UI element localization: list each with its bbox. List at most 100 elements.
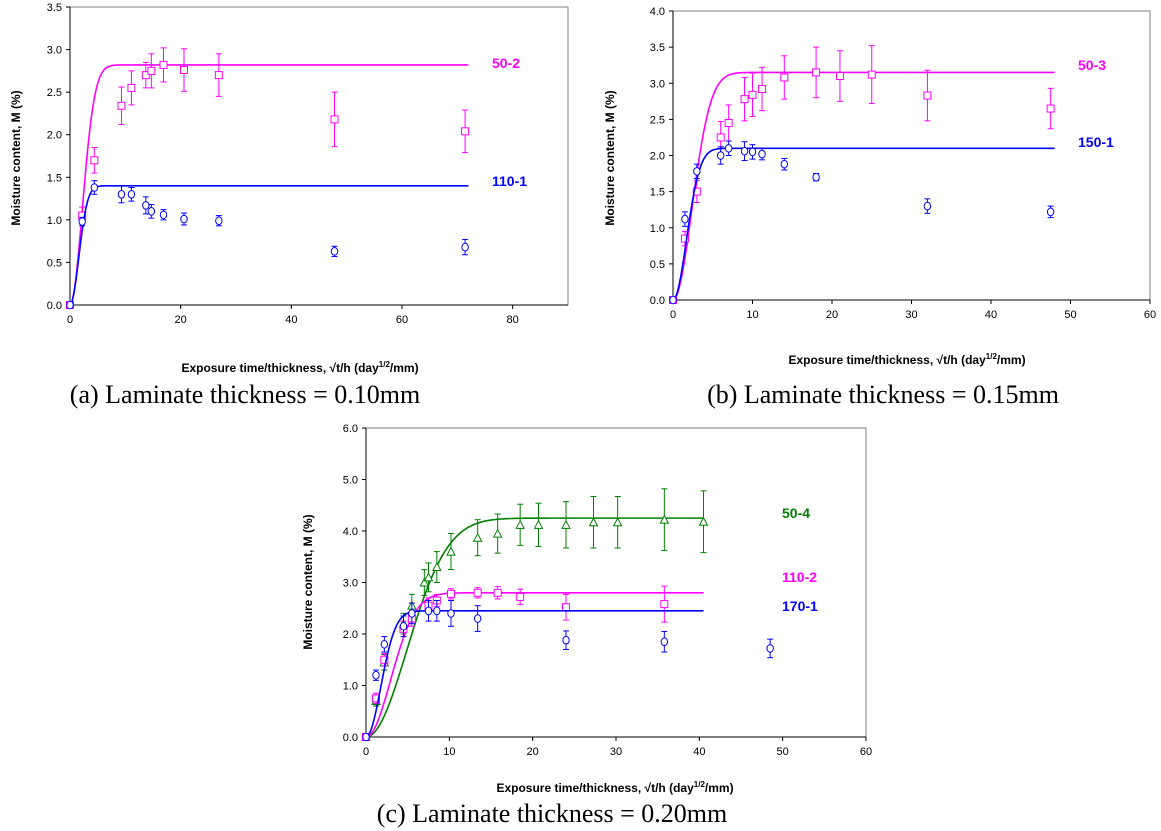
y-tick-label: 3.5 xyxy=(47,2,62,14)
x-tick-label: 20 xyxy=(527,746,539,758)
x-tick-label: 30 xyxy=(905,309,917,321)
series-label: 110-1 xyxy=(492,173,527,189)
data-point xyxy=(740,146,749,156)
data-point xyxy=(692,187,701,196)
series-150-1: 150-1 xyxy=(669,134,1114,305)
data-point xyxy=(461,127,470,136)
data-point xyxy=(127,190,136,199)
data-point xyxy=(117,190,126,199)
data-point xyxy=(362,732,370,742)
y-tick-label: 0.5 xyxy=(47,257,62,269)
y-tick-label: 1.0 xyxy=(650,223,665,235)
data-point xyxy=(147,66,156,75)
data-point xyxy=(669,295,677,305)
x-tick-label: 0 xyxy=(670,309,676,321)
data-point xyxy=(758,85,767,94)
y-tick-label: 0.0 xyxy=(47,300,62,312)
fit-line-170-1 xyxy=(365,610,704,738)
data-point xyxy=(432,561,442,572)
data-point xyxy=(698,516,709,526)
x-tick-label: 40 xyxy=(693,746,705,758)
series-label: 50-2 xyxy=(492,55,520,71)
y-tick-label: 0.0 xyxy=(343,732,358,744)
y-tick-label: 2.0 xyxy=(47,130,62,142)
data-point xyxy=(142,201,150,210)
x-axis-label-b: Exposure time/thickness, √t/h (day1/2/mm… xyxy=(788,352,1025,367)
data-point xyxy=(660,637,669,647)
data-point xyxy=(473,588,482,597)
data-point xyxy=(461,242,469,252)
data-point xyxy=(141,71,150,80)
data-point xyxy=(780,159,788,169)
data-point xyxy=(1046,104,1055,113)
x-axis-label-a: Exposure time/thickness, √t/h (day1/2/mm… xyxy=(181,360,418,375)
x-tick-label: 60 xyxy=(1144,309,1156,321)
x-tick-label: 60 xyxy=(396,314,408,326)
x-tick-label: 30 xyxy=(610,746,622,758)
data-point xyxy=(562,603,570,612)
data-point xyxy=(372,670,380,680)
x-tick-label: 50 xyxy=(777,746,789,758)
data-point xyxy=(472,532,483,542)
x-tick-label: 20 xyxy=(175,314,187,326)
data-point xyxy=(423,572,434,582)
fit-line-110-2 xyxy=(365,592,704,738)
data-point xyxy=(424,606,433,616)
x-tick-label: 80 xyxy=(507,314,519,326)
data-point xyxy=(215,216,223,226)
data-point xyxy=(724,143,733,153)
data-point xyxy=(433,606,441,616)
data-point xyxy=(408,609,416,618)
data-point xyxy=(923,91,932,100)
data-point xyxy=(117,101,126,110)
data-point xyxy=(447,609,455,618)
data-point xyxy=(612,517,623,527)
x-tick-label: 0 xyxy=(363,746,369,758)
data-point xyxy=(90,156,99,165)
data-point xyxy=(812,68,821,77)
y-tick-label: 2.5 xyxy=(650,114,665,126)
data-point xyxy=(127,83,136,92)
data-point xyxy=(492,528,503,538)
caption-a: (a) Laminate thickness = 0.10mm xyxy=(70,380,420,409)
series-label: 150-1 xyxy=(1078,134,1114,150)
series-label: 170-1 xyxy=(782,598,818,614)
x-tick-label: 20 xyxy=(826,309,838,321)
series-label: 110-2 xyxy=(782,569,817,585)
data-point xyxy=(766,644,774,653)
caption-b: (b) Laminate thickness = 0.15mm xyxy=(707,380,1059,409)
y-tick-label: 3.0 xyxy=(47,45,62,57)
data-point xyxy=(724,118,733,127)
data-point xyxy=(419,577,430,587)
data-point xyxy=(330,247,339,256)
panel-a: Moisture content, M (%) Exposure time/th… xyxy=(9,2,569,409)
y-axis-label-a: Moisture content, M (%) xyxy=(9,90,23,225)
y-tick-label: 2.0 xyxy=(650,151,665,163)
data-point xyxy=(180,214,188,224)
data-point xyxy=(748,90,757,99)
x-tick-label: 0 xyxy=(67,314,73,326)
data-point xyxy=(693,167,701,176)
fit-line-50-4 xyxy=(365,517,704,738)
panel-b: Moisture content, M (%) Exposure time/th… xyxy=(603,6,1156,409)
data-point xyxy=(659,514,670,524)
data-point xyxy=(159,60,168,69)
y-tick-label: 1.0 xyxy=(343,681,358,693)
series-110-2: 110-2 xyxy=(362,569,817,741)
data-point xyxy=(380,655,389,664)
y-tick-label: 2.5 xyxy=(47,87,62,99)
data-point xyxy=(330,115,339,124)
y-tick-label: 3.5 xyxy=(650,42,665,54)
data-point xyxy=(446,546,456,556)
data-point xyxy=(780,73,789,82)
data-point xyxy=(562,635,570,645)
data-point xyxy=(214,71,223,80)
data-point xyxy=(147,207,156,216)
data-point xyxy=(717,151,725,160)
x-tick-label: 60 xyxy=(860,746,872,758)
data-point xyxy=(681,214,689,224)
series-110-1: 110-1 xyxy=(66,173,527,310)
fit-line-110-1 xyxy=(69,185,469,306)
data-point xyxy=(923,201,932,211)
